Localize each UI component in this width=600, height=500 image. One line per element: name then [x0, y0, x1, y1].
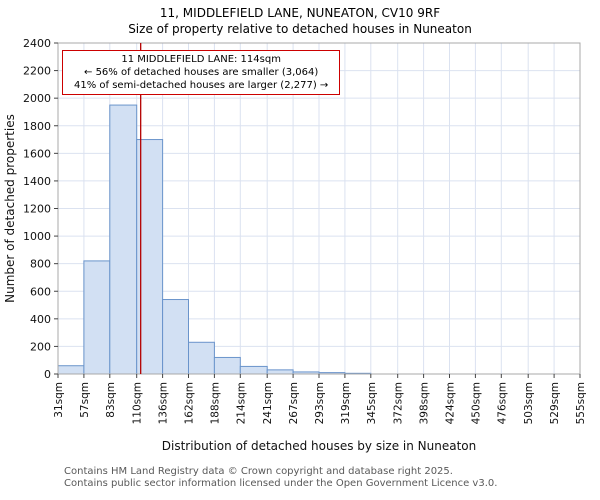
histogram-bar	[266, 369, 294, 375]
x-tick-label: 162sqm	[184, 382, 196, 424]
y-tick-label: 2400	[23, 37, 51, 50]
histogram-bar	[213, 356, 241, 375]
histogram-bar	[239, 365, 268, 375]
annotation-smaller-line: ← 56% of detached houses are smaller (3,…	[84, 67, 319, 78]
y-tick-label: 600	[30, 285, 51, 298]
y-tick-label: 2200	[23, 65, 51, 78]
x-axis-title: Distribution of detached houses by size …	[162, 439, 476, 453]
histogram-bar	[57, 365, 85, 375]
x-tick-label: 555sqm	[575, 382, 587, 424]
x-tick-label: 345sqm	[366, 382, 378, 424]
x-tick-label: 110sqm	[132, 382, 144, 424]
y-tick-label: 800	[30, 258, 51, 271]
x-tick-label: 241sqm	[262, 382, 274, 424]
x-tick-label: 529sqm	[549, 382, 561, 424]
y-tick-label: 2000	[23, 92, 51, 105]
x-tick-label: 503sqm	[523, 382, 535, 424]
x-tick-label: 188sqm	[209, 382, 221, 424]
x-tick-label: 267sqm	[288, 382, 300, 424]
y-tick-label: 1200	[23, 203, 51, 216]
page-subtitle: Size of property relative to detached ho…	[128, 22, 472, 36]
x-tick-label: 424sqm	[445, 382, 457, 424]
x-tick-label: 31sqm	[53, 382, 65, 418]
annotation-property-line: 11 MIDDLEFIELD LANE: 114sqm	[121, 54, 281, 65]
x-tick-label: 136sqm	[158, 382, 170, 424]
histogram-bar	[188, 341, 215, 375]
chart-page: 11, MIDDLEFIELD LANE, NUNEATON, CV10 9RF…	[0, 6, 600, 489]
chart-area: 0 200 400 600 800 1000 1200 1400 1600 1800 2000 220…	[0, 37, 600, 462]
histogram-bar	[162, 299, 190, 375]
x-tick-label: 319sqm	[340, 382, 352, 424]
x-tick-label: 214sqm	[235, 382, 247, 424]
footer: Contains HM Land Registry data © Crown c…	[0, 462, 600, 489]
footer-licence-line: Contains public sector information licen…	[64, 477, 498, 489]
histogram-bar	[109, 104, 138, 375]
y-tick-label: 1600	[23, 147, 51, 160]
y-tick-label: 1800	[23, 120, 51, 133]
x-tick-label: 450sqm	[470, 382, 482, 424]
x-tick-label: 293sqm	[314, 382, 326, 424]
x-tick-label: 83sqm	[105, 382, 117, 418]
y-tick-label: 200	[30, 340, 51, 353]
x-tick-label: 398sqm	[419, 382, 431, 424]
x-tick-label: 57sqm	[79, 382, 91, 418]
annotation-larger-line: 41% of semi-detached houses are larger (…	[74, 80, 329, 91]
y-tick-label: 1400	[23, 175, 51, 188]
y-tick-label: 0	[44, 368, 51, 381]
annotation-box: 11 MIDDLEFIELD LANE: 114sqm ← 56% of det…	[62, 50, 341, 95]
footer-copyright-line: Contains HM Land Registry data © Crown c…	[64, 466, 453, 477]
y-tick-label: 400	[30, 313, 51, 326]
y-tick-label: 1000	[23, 230, 51, 243]
histogram-bar	[83, 260, 111, 375]
histogram-svg: 0 200 400 600 800 1000 1200 1400 1600 1800 2000 220…	[3, 37, 587, 453]
x-tick-label: 476sqm	[496, 382, 508, 424]
page-title: 11, MIDDLEFIELD LANE, NUNEATON, CV10 9RF	[159, 6, 441, 20]
x-tick-label: 372sqm	[393, 382, 405, 424]
y-axis-title: Number of detached properties	[3, 114, 17, 303]
